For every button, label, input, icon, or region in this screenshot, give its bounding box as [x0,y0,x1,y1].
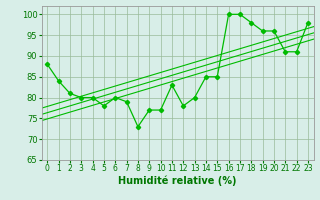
X-axis label: Humidité relative (%): Humidité relative (%) [118,176,237,186]
